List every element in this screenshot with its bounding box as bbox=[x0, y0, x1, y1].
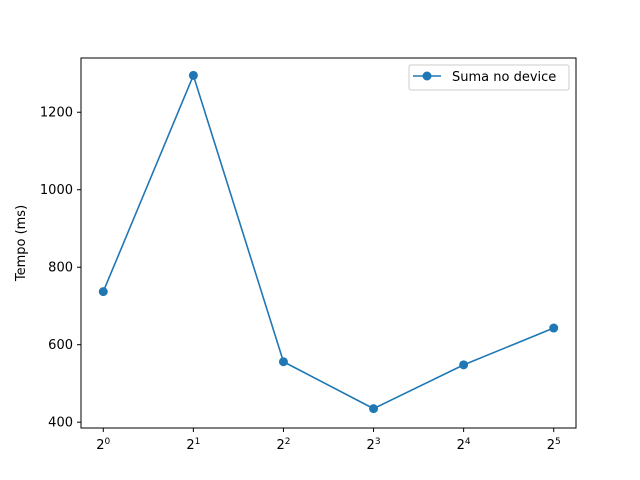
x-axis: 20 21 22 23 24 25 bbox=[96, 428, 561, 453]
data-point bbox=[459, 360, 469, 370]
x-tick-label: 25 bbox=[547, 437, 561, 453]
y-axis: 400 600 800 1000 1200 bbox=[40, 106, 81, 431]
y-tick-label: 600 bbox=[48, 338, 73, 353]
legend-marker-swatch bbox=[422, 71, 432, 81]
series-line bbox=[102, 74, 555, 410]
x-tick-label: 21 bbox=[186, 437, 200, 453]
legend: Suma no device bbox=[408, 64, 570, 91]
y-tick-label: 800 bbox=[48, 261, 73, 276]
y-axis-label: Tempo (ms) bbox=[14, 205, 29, 282]
x-tick-label: 22 bbox=[276, 437, 290, 453]
x-tick-label: 24 bbox=[457, 437, 471, 453]
series-layer bbox=[98, 70, 559, 414]
data-point bbox=[98, 287, 108, 297]
legend-box bbox=[408, 64, 570, 91]
x-tick-label: 23 bbox=[367, 437, 381, 453]
data-point bbox=[369, 404, 379, 414]
data-point bbox=[188, 70, 198, 80]
data-point bbox=[278, 357, 288, 367]
axes-frame bbox=[80, 57, 577, 429]
y-tick-label: 1200 bbox=[40, 106, 73, 121]
legend-entry-label: Suma no device bbox=[452, 70, 556, 85]
data-point bbox=[549, 323, 559, 333]
y-tick-label: 1000 bbox=[40, 183, 73, 198]
y-tick-label: 400 bbox=[48, 416, 73, 431]
x-tick-label: 20 bbox=[96, 437, 110, 453]
